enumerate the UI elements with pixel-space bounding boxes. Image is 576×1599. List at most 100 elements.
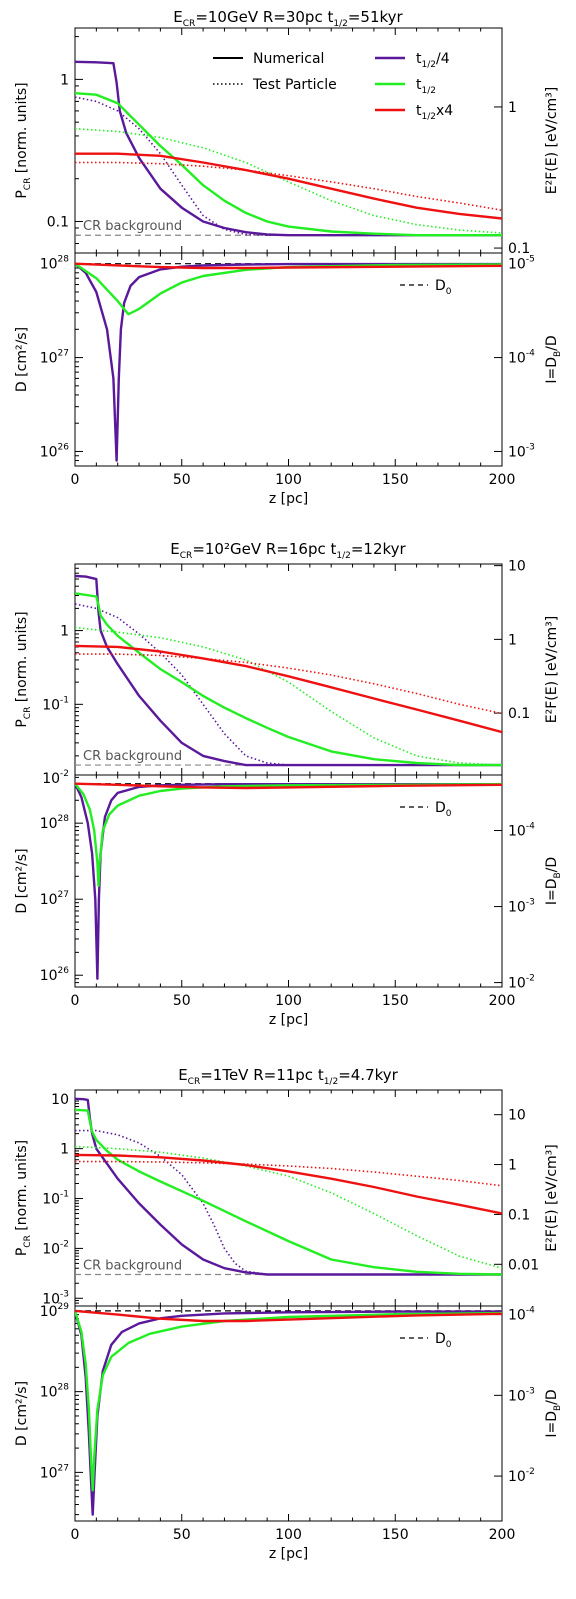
series-group: [75, 574, 502, 767]
legend-numerical-label: Numerical: [253, 51, 324, 67]
x-tick-label: 50: [173, 1527, 191, 1543]
y-tick-label: 1027: [40, 349, 69, 367]
series-times4-solid: [75, 1153, 502, 1215]
y-tick-label: 1028: [40, 255, 70, 273]
series-half-solid: [75, 1310, 502, 1492]
series-group: [75, 262, 502, 462]
y2-tick-label: 0.1: [508, 1207, 530, 1223]
chart-title: ECR=10GeV R=30pc t1/2=51kyr: [173, 8, 403, 29]
y2-axis-label: I=DB/D: [544, 1389, 563, 1437]
d0-legend-label: D0: [435, 1331, 452, 1350]
x-tick-label: 150: [382, 1527, 409, 1543]
y-tick-label: 1027: [40, 1463, 69, 1481]
y2-tick-label: 10: [508, 559, 526, 575]
x-tick-label: 200: [489, 1527, 516, 1543]
series-times4-solid: [75, 1309, 502, 1323]
cr-background-label: CR background: [83, 749, 182, 764]
x-tick-label: 0: [71, 472, 80, 488]
legend-times4-label: t1/2x4: [416, 103, 453, 122]
y2-tick-label: 10-4: [508, 1306, 535, 1324]
series-quarter-solid: [75, 60, 502, 237]
y2-tick-label: 1: [508, 100, 517, 116]
y-tick-label: 1: [60, 1142, 69, 1158]
series-half-solid: [75, 92, 502, 237]
series-quarter-solid: [75, 1097, 502, 1276]
y2-tick-label: 10-4: [508, 822, 535, 840]
series-times4-dotted: [75, 1160, 502, 1187]
series-quarter-dotted: [75, 96, 502, 236]
series-quarter-solid: [75, 262, 502, 462]
series-half-solid: [75, 782, 502, 887]
series-half-dotted: [75, 1145, 502, 1269]
y2-tick-label: 0.1: [508, 241, 530, 257]
chart-title: ECR=10²GeV R=16pc t1/2=12kyr: [170, 540, 406, 561]
y-tick-label: 1027: [40, 890, 69, 908]
series-half-dotted: [75, 127, 502, 234]
y2-tick-label: 10-2: [508, 1467, 535, 1485]
series-times4-solid: [75, 262, 502, 270]
y-axis-label: D [cm²/s]: [14, 848, 30, 913]
y-tick-label: 1028: [40, 814, 70, 832]
y-axis-label: PCR [norm. units]: [14, 611, 33, 727]
y-axis-label: PCR [norm. units]: [14, 1140, 33, 1256]
y-axis-label: PCR [norm. units]: [14, 82, 33, 198]
x-tick-label: 100: [275, 472, 302, 488]
x-tick-label: 100: [275, 993, 302, 1009]
y-tick-label: 1028: [40, 1383, 70, 1401]
d0-legend-label: D0: [435, 278, 452, 297]
y2-tick-label: 1: [508, 1158, 517, 1174]
y-tick-label: 10-2: [42, 769, 69, 787]
x-axis-label: z [pc]: [269, 1546, 308, 1562]
cr-background-label: CR background: [83, 1258, 182, 1273]
d0-legend-label: D0: [435, 800, 452, 819]
x-axis-label: z [pc]: [269, 1012, 308, 1028]
x-tick-label: 150: [382, 472, 409, 488]
cr-background-label: CR background: [83, 219, 182, 234]
series-group: [75, 782, 502, 980]
x-tick-label: 200: [489, 993, 516, 1009]
series-quarter-dotted: [75, 603, 502, 766]
series-times4-solid: [75, 782, 502, 790]
y-tick-label: 10-1: [42, 1190, 69, 1208]
x-tick-label: 50: [173, 472, 191, 488]
series-times4-dotted: [75, 653, 502, 715]
y-tick-label: 10-3: [42, 1289, 69, 1307]
y2-tick-label: 1: [508, 632, 517, 648]
y2-axis-label: E²F(E) [eV/cm³]: [544, 1144, 560, 1252]
y2-tick-label: 10-5: [508, 255, 535, 273]
y-tick-label: 1: [60, 624, 69, 640]
y2-tick-label: 0.1: [508, 706, 530, 722]
y-tick-label: 10-2: [42, 1239, 69, 1257]
series-half-solid: [75, 592, 502, 767]
y-axis-label: D [cm²/s]: [14, 327, 30, 392]
series-times4-solid: [75, 644, 502, 734]
y-tick-label: 1026: [40, 442, 70, 460]
legend-quarter-label: t1/2/4: [416, 51, 450, 70]
y2-axis-label: I=DB/D: [544, 335, 563, 383]
series-group: [75, 60, 502, 237]
y2-axis-label: E²F(E) [eV/cm³]: [544, 616, 560, 724]
y-tick-label: 10: [51, 1092, 69, 1108]
series-quarter-solid: [75, 783, 502, 980]
y2-tick-label: 10-4: [508, 349, 535, 367]
y2-tick-label: 10-3: [508, 1386, 535, 1404]
y2-tick-label: 10-3: [508, 898, 535, 916]
y2-tick-label: 10: [508, 1108, 526, 1124]
y2-tick-label: 10-2: [508, 974, 535, 992]
y2-axis-label: E²F(E) [eV/cm³]: [544, 87, 560, 195]
series-half-dotted: [75, 626, 502, 766]
y-tick-label: 0.1: [47, 214, 69, 230]
series-times4-solid: [75, 152, 502, 220]
x-tick-label: 100: [275, 1527, 302, 1543]
x-tick-label: 150: [382, 993, 409, 1009]
x-tick-label: 50: [173, 993, 191, 1009]
x-axis-label: z [pc]: [269, 491, 308, 507]
series-quarter-solid: [75, 574, 502, 767]
series-group: [75, 1097, 502, 1276]
x-tick-label: 200: [489, 472, 516, 488]
y-tick-label: 1: [60, 72, 69, 88]
y-axis-label: D [cm²/s]: [14, 1381, 30, 1446]
series-times4-dotted: [75, 161, 502, 211]
y2-tick-label: 0.01: [508, 1257, 539, 1273]
